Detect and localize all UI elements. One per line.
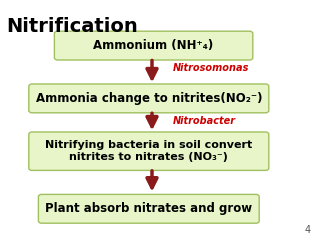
Text: Ammonium (NH⁺₄): Ammonium (NH⁺₄) [93,39,214,52]
Text: 4: 4 [304,225,310,235]
Text: Nitrosomonas: Nitrosomonas [173,63,249,73]
FancyBboxPatch shape [29,132,269,170]
FancyBboxPatch shape [54,31,253,60]
FancyBboxPatch shape [29,84,269,113]
Text: Ammonia change to nitrites(NO₂⁻): Ammonia change to nitrites(NO₂⁻) [36,92,262,105]
FancyBboxPatch shape [38,194,259,223]
Text: Nitrifying bacteria in soil convert
nitrites to nitrates (NO₃⁻): Nitrifying bacteria in soil convert nitr… [45,140,252,162]
Text: Nitrification: Nitrification [6,17,138,36]
Text: Plant absorb nitrates and grow: Plant absorb nitrates and grow [45,202,252,215]
Text: Nitrobacter: Nitrobacter [173,116,236,126]
